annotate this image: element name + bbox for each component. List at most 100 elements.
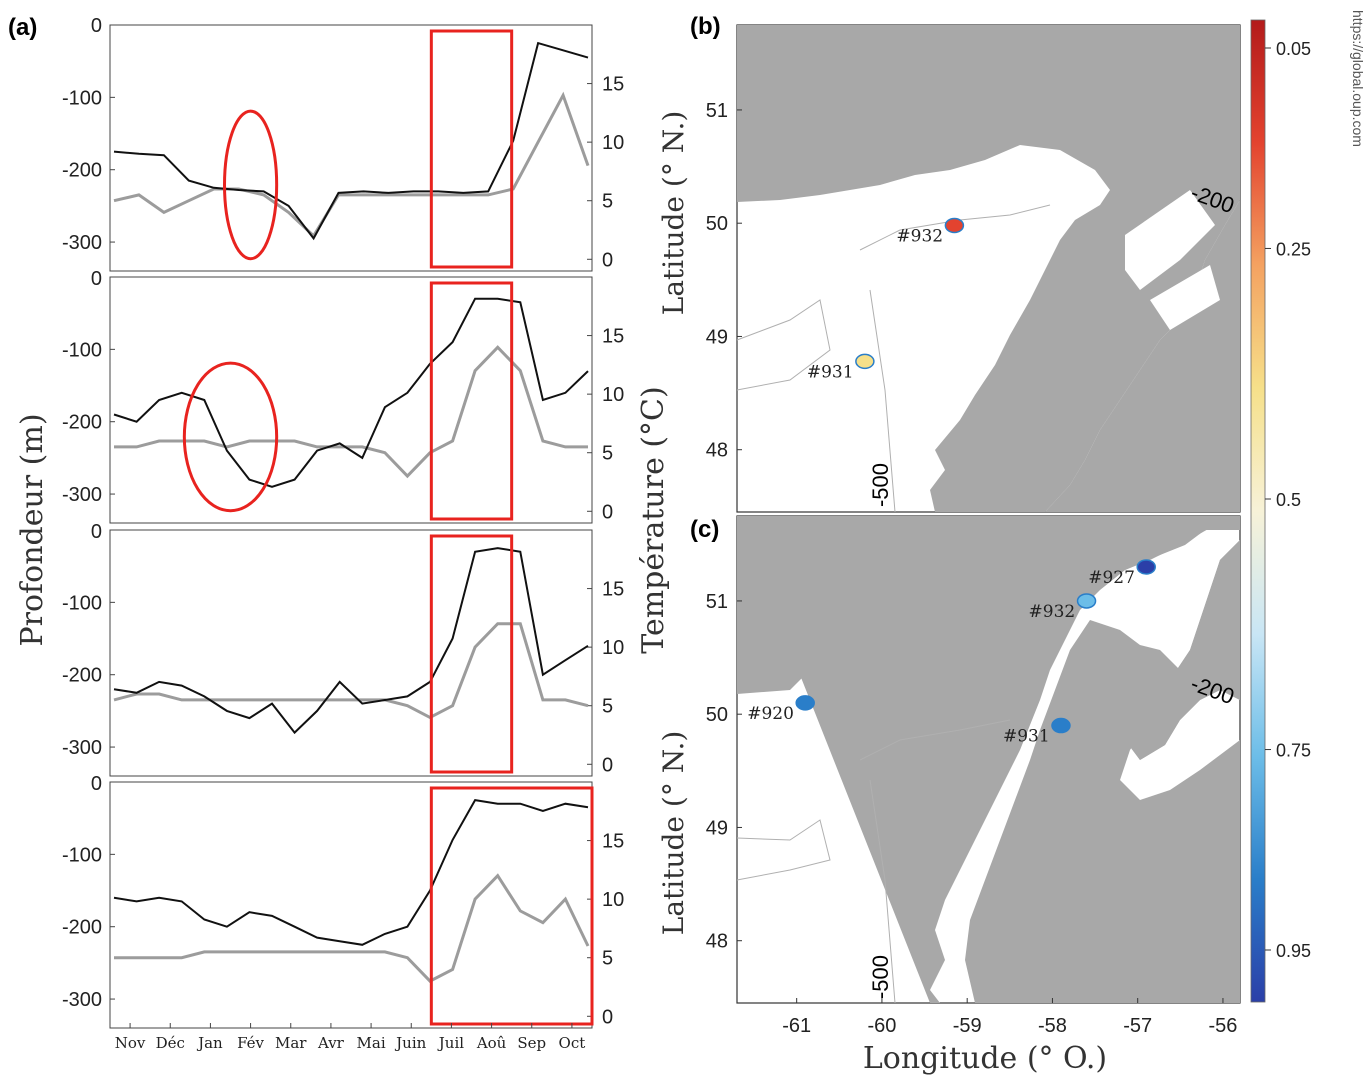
highlight-ellipse xyxy=(223,109,279,261)
month-tick-label: Nov xyxy=(115,1034,146,1052)
panel-c-latitude-title: Latitude (° N.) xyxy=(657,731,690,936)
subpanel-1: 0 -100 -200 -300 15 10 5 0 xyxy=(62,15,624,272)
month-tick-label: Oct xyxy=(559,1034,586,1052)
subpanel-frame xyxy=(109,24,593,272)
month-tick-label: Mar xyxy=(275,1034,307,1052)
panel-a: (a) Profondeur (m) Température (°C) 0-10… xyxy=(8,14,671,1052)
colorbar: 0.05 0.25 0.5 0.75 0.95 xyxy=(1250,19,1311,1003)
temperature-series xyxy=(114,873,590,983)
panel-c-latitude-axis: 51 50 49 48 xyxy=(706,591,742,953)
latitude-tick-label: 48 xyxy=(706,440,728,462)
depth-tick-label: -100 xyxy=(62,592,102,614)
colorbar-tick-label: 0.5 xyxy=(1276,490,1301,510)
colorbar-bar xyxy=(1250,19,1266,1003)
highlight-box xyxy=(429,29,514,269)
station-marker xyxy=(1136,559,1156,575)
station-label: #932 xyxy=(896,226,943,246)
depth-tick-label: -300 xyxy=(62,989,102,1011)
panel-c-longitude-axis: -61 -60 -59 -58 -57 -56 xyxy=(782,998,1237,1037)
station-label: #931 xyxy=(807,362,854,382)
temperature-tick-label: 15 xyxy=(602,579,624,601)
temperature-tick-label: 5 xyxy=(602,191,613,213)
longitude-tick-label: -60 xyxy=(867,1015,896,1037)
temperature-tick-label: 0 xyxy=(602,249,613,271)
temperature-tick-label: 0 xyxy=(602,501,613,523)
latitude-tick-label: 51 xyxy=(706,100,728,122)
latitude-tick-label: 49 xyxy=(706,326,728,348)
longitude-tick-label: -58 xyxy=(1038,1015,1067,1037)
colorbar-tick-label: 0.25 xyxy=(1276,239,1311,259)
depth-tick-label: -200 xyxy=(62,917,102,939)
panel-b-label: (b) xyxy=(690,13,721,40)
temperature-tick-label: 0 xyxy=(602,1006,613,1028)
temperature-tick-label: 15 xyxy=(602,326,624,348)
temperature-tick-label: 5 xyxy=(602,443,613,465)
depth-tick-label: -300 xyxy=(62,484,102,506)
panel-a-label: (a) xyxy=(8,14,37,41)
panel-c-contour-500: -500 xyxy=(868,955,893,999)
highlight-ellipse xyxy=(182,361,279,513)
latitude-tick-label: 51 xyxy=(706,591,728,613)
subpanel-4: -100 -200 -300 0 15 10 5 0 xyxy=(62,773,624,1029)
month-tick-label: Juil xyxy=(437,1034,464,1052)
panel-b-latitude-title: Latitude (° N.) xyxy=(657,111,690,316)
depth-tick-label: -100 xyxy=(62,87,102,109)
longitude-tick-label: -56 xyxy=(1208,1015,1237,1037)
latitude-tick-label: 50 xyxy=(706,213,728,235)
temperature-tick-label: 10 xyxy=(602,637,624,659)
panel-b-contour-500: -500 xyxy=(868,463,893,507)
station-marker xyxy=(855,353,875,370)
temperature-series xyxy=(113,622,589,720)
temperature-tick-label: 10 xyxy=(602,132,624,154)
temperature-tick-label: 15 xyxy=(602,831,624,853)
colorbar-ticks: 0.05 0.25 0.5 0.75 0.95 xyxy=(1265,39,1311,961)
depth-tick-label: -300 xyxy=(62,232,102,254)
depth-tick-label: -200 xyxy=(62,412,102,434)
colorbar-tick-label: 0.95 xyxy=(1276,941,1311,961)
temperature-tick-label: 5 xyxy=(602,696,613,718)
station-label: #920 xyxy=(747,704,794,724)
station-marker xyxy=(1051,717,1071,734)
month-tick-label: Déc xyxy=(156,1034,185,1052)
month-tick-label: Aoû xyxy=(476,1034,507,1052)
highlight-box xyxy=(429,534,514,774)
panel-b-latitude-axis: 51 50 49 48 xyxy=(706,100,742,462)
panel-b-land xyxy=(737,25,1240,512)
depth-tick-label: 0 xyxy=(91,521,102,543)
station-marker xyxy=(944,217,965,234)
depth-tick-label: -200 xyxy=(62,665,102,687)
depth-tick-label: 0 xyxy=(91,773,102,795)
temperature-axis-title: Température (°C) xyxy=(636,386,671,653)
highlight-box xyxy=(429,281,514,521)
month-tick-label: Fév xyxy=(237,1034,264,1052)
panel-c-isobaths xyxy=(736,719,1011,1004)
depth-series xyxy=(113,547,589,735)
month-tick-label: Sep xyxy=(517,1034,546,1052)
month-tick-label: Avr xyxy=(317,1034,345,1052)
temperature-tick-label: 10 xyxy=(602,889,624,911)
depth-tick-label: -100 xyxy=(62,339,102,361)
month-tick-label: Juin xyxy=(394,1034,426,1052)
panel-c-label: (c) xyxy=(690,516,719,543)
depth-tick-label: 0 xyxy=(91,15,102,37)
station-marker xyxy=(1076,593,1097,609)
temperature-tick-label: 15 xyxy=(602,74,624,96)
station-label: #931 xyxy=(1003,727,1050,747)
colorbar-tick-label: 0.05 xyxy=(1276,39,1311,59)
panel-c-stations: #927 #932 #920 #931 xyxy=(747,559,1156,747)
temperature-series xyxy=(114,345,588,479)
temperature-series xyxy=(113,91,590,239)
temperature-tick-label: 5 xyxy=(602,948,613,970)
depth-series xyxy=(113,41,589,241)
panel-b: (b) -200 -500 #932#931 Latitude (° N.) 5… xyxy=(657,13,1241,513)
subpanel-frame xyxy=(109,276,593,524)
depth-series xyxy=(113,799,589,946)
depth-tick-label: -200 xyxy=(62,160,102,182)
subpanel-2: -100 -200 -300 0 15 10 5 0 xyxy=(62,268,624,524)
depth-tick-label: -100 xyxy=(62,844,102,866)
highlight-box xyxy=(429,786,594,1026)
subpanel-3: -100 -200 -300 0 15 10 5 0 xyxy=(62,521,624,777)
month-axis: Nov Déc Jan Fév Mar Avr Mai Juin Juil Aoû Sep Oct xyxy=(115,1023,586,1052)
subpanels: 0-100-200-300151050-100-200-3000151050-1… xyxy=(62,15,624,1029)
